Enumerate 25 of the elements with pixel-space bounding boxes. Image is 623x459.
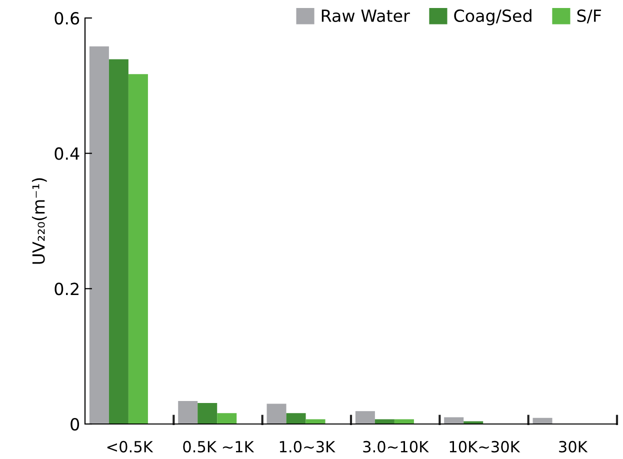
bar [266,404,286,424]
bar [532,418,552,424]
bar [444,417,464,424]
bar [128,74,148,424]
bar [198,403,218,424]
bar [178,400,198,424]
x-tick-label: 30K [559,440,588,452]
legend-label: S/F [577,9,602,24]
bar [355,411,375,424]
bar [89,46,109,424]
x-tick-label: 1.0~3K [280,440,336,452]
x-tick-label: 3.0~10K [363,440,429,452]
y-tick-label: 0 [70,418,80,431]
bar [108,59,128,424]
bar [217,413,237,424]
legend-label: Coag/Sed [454,9,532,26]
bar [286,413,306,424]
x-tick-label: <0.5K [107,440,154,452]
y-tick-label: 0.6 [54,12,80,25]
y-axis-title: UV₂₂₀(m⁻¹) [32,178,47,264]
legend-label: Raw Water [322,10,410,22]
y-tick-label: 0.4 [54,147,80,160]
x-tick-label: 0.5K ~1K [183,440,254,452]
y-tick-label: 0.2 [54,282,78,296]
x-tick-label: 10K~30K [450,440,520,452]
